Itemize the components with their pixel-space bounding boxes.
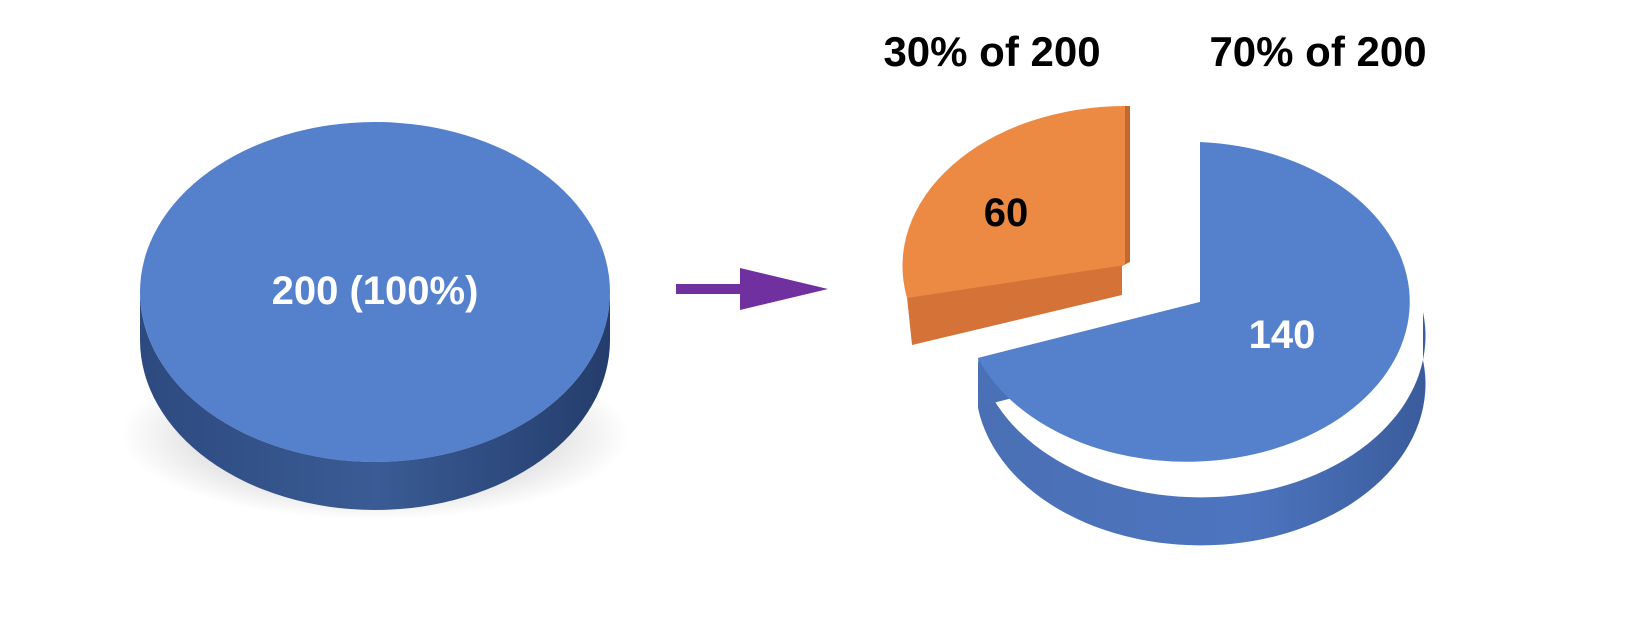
full-pie: 200 (100%) <box>120 122 630 520</box>
data-label-full: 200 (100%) <box>272 269 479 313</box>
full-pie-side <box>140 292 610 510</box>
data-label-60: 60 <box>984 191 1029 235</box>
slice-140-side <box>978 312 1426 546</box>
slice-60-group: 60 <box>902 106 1130 345</box>
slice-140-group: 140 <box>978 142 1426 546</box>
right-arrow-icon <box>676 268 828 310</box>
slice-140 <box>978 142 1410 462</box>
data-label-140: 140 <box>1249 313 1316 357</box>
header-70-percent: 70% of 200 <box>1209 28 1426 75</box>
slice-60 <box>902 106 1125 298</box>
header-30-percent: 30% of 200 <box>883 28 1100 75</box>
slice-full-pie <box>140 122 610 462</box>
